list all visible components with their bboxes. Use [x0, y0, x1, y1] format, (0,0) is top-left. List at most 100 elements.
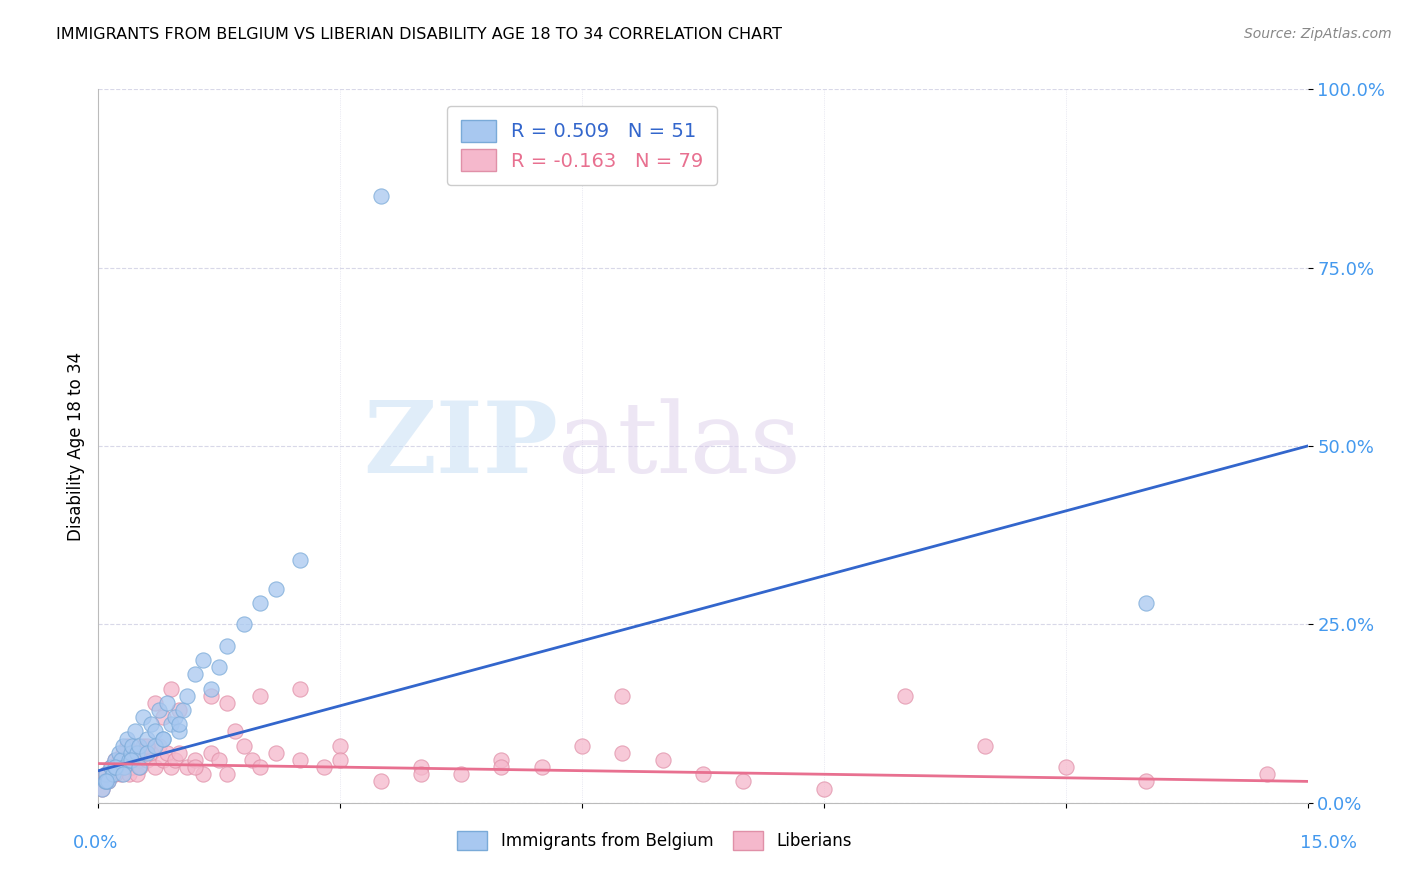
Point	[184, 760, 207, 774]
Point	[224, 724, 246, 739]
Point	[288, 553, 311, 567]
Point	[128, 746, 150, 760]
Point	[571, 739, 593, 753]
Point	[96, 767, 118, 781]
Point	[217, 639, 239, 653]
Point	[105, 760, 128, 774]
Point	[124, 724, 146, 739]
Point	[264, 582, 287, 596]
Point	[135, 731, 157, 746]
Point	[101, 767, 124, 781]
Point	[167, 717, 190, 731]
Point	[692, 767, 714, 781]
Point	[118, 767, 141, 781]
Point	[156, 746, 179, 760]
Point	[409, 760, 432, 774]
Point	[112, 760, 135, 774]
Point	[249, 689, 271, 703]
Point	[152, 710, 174, 724]
Point	[217, 767, 239, 781]
Point	[329, 753, 352, 767]
Point	[160, 760, 183, 774]
Point	[118, 753, 141, 767]
Point	[115, 731, 138, 746]
Point	[111, 767, 134, 781]
Point	[120, 753, 142, 767]
Point	[107, 753, 129, 767]
Point	[132, 739, 155, 753]
Point	[103, 760, 125, 774]
Point	[129, 760, 152, 774]
Point	[1135, 774, 1157, 789]
Text: 0.0%: 0.0%	[73, 834, 118, 852]
Point	[208, 660, 231, 674]
Point	[974, 739, 997, 753]
Text: ZIP: ZIP	[363, 398, 558, 494]
Point	[232, 617, 254, 632]
Point	[152, 753, 174, 767]
Point	[127, 746, 149, 760]
Point	[288, 753, 311, 767]
Point	[97, 774, 120, 789]
Point	[120, 746, 142, 760]
Point	[139, 746, 162, 760]
Point	[91, 781, 114, 796]
Point	[120, 753, 142, 767]
Point	[612, 689, 634, 703]
Point	[200, 746, 222, 760]
Point	[1256, 767, 1278, 781]
Point	[96, 774, 118, 789]
Text: 15.0%: 15.0%	[1301, 834, 1357, 852]
Point	[115, 739, 138, 753]
Point	[208, 753, 231, 767]
Point	[107, 746, 129, 760]
Point	[160, 717, 183, 731]
Point	[193, 653, 215, 667]
Point	[160, 681, 183, 696]
Point	[143, 739, 166, 753]
Point	[121, 760, 143, 774]
Point	[184, 667, 207, 681]
Point	[100, 760, 122, 774]
Point	[193, 767, 215, 781]
Point	[163, 710, 186, 724]
Text: IMMIGRANTS FROM BELGIUM VS LIBERIAN DISABILITY AGE 18 TO 34 CORRELATION CHART: IMMIGRANTS FROM BELGIUM VS LIBERIAN DISA…	[56, 27, 782, 42]
Point	[813, 781, 835, 796]
Point	[1135, 596, 1157, 610]
Point	[96, 774, 118, 789]
Point	[121, 739, 143, 753]
Point	[217, 696, 239, 710]
Point	[249, 596, 271, 610]
Point	[111, 746, 134, 760]
Point	[491, 753, 513, 767]
Point	[111, 760, 134, 774]
Point	[1054, 760, 1077, 774]
Point	[143, 724, 166, 739]
Point	[288, 681, 311, 696]
Point	[893, 689, 915, 703]
Point	[105, 760, 128, 774]
Point	[101, 767, 124, 781]
Text: Source: ZipAtlas.com: Source: ZipAtlas.com	[1244, 27, 1392, 41]
Point	[167, 703, 190, 717]
Point	[139, 717, 162, 731]
Point	[530, 760, 553, 774]
Point	[651, 753, 673, 767]
Point	[103, 753, 125, 767]
Point	[152, 731, 174, 746]
Point	[409, 767, 432, 781]
Point	[156, 696, 179, 710]
Point	[314, 760, 336, 774]
Text: atlas: atlas	[558, 398, 800, 494]
Point	[111, 739, 134, 753]
Point	[148, 739, 170, 753]
Point	[94, 774, 117, 789]
Point	[733, 774, 755, 789]
Legend: Immigrants from Belgium, Liberians: Immigrants from Belgium, Liberians	[449, 822, 860, 859]
Point	[103, 767, 125, 781]
Point	[128, 753, 150, 767]
Point	[172, 703, 194, 717]
Point	[103, 753, 125, 767]
Point	[612, 746, 634, 760]
Point	[143, 696, 166, 710]
